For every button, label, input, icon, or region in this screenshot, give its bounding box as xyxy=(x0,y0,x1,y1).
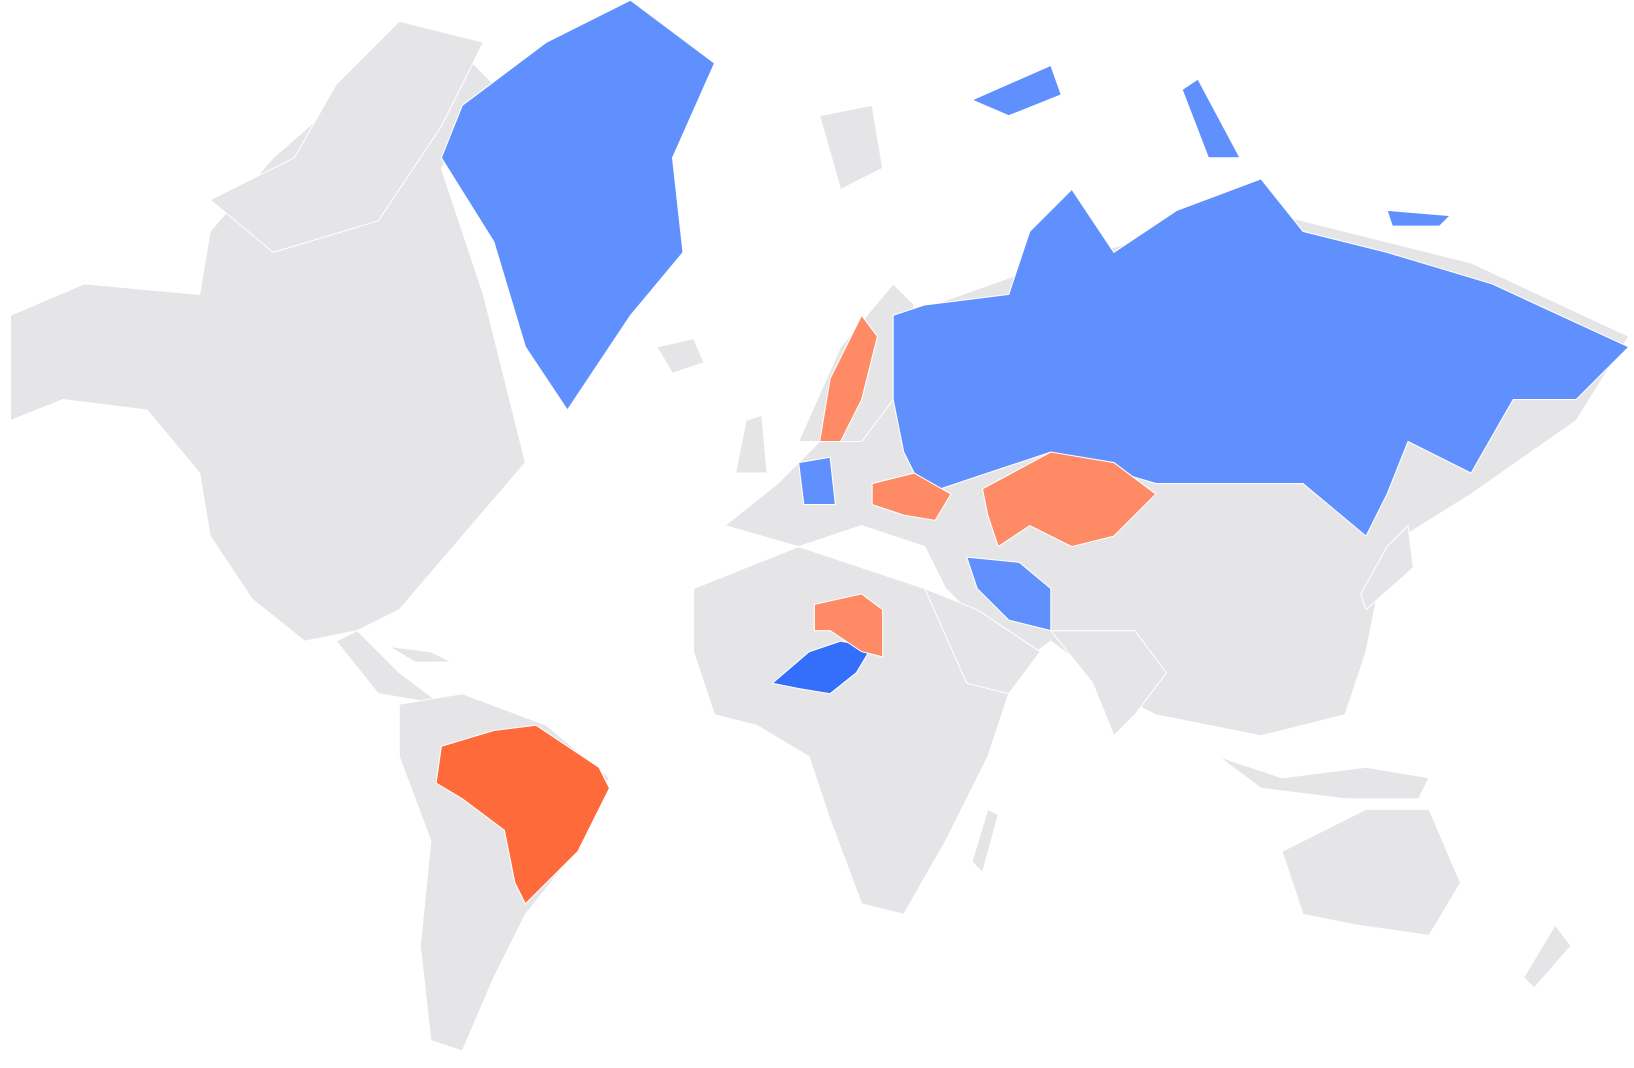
iceland xyxy=(655,337,705,374)
sweden xyxy=(819,314,878,443)
japan xyxy=(1360,524,1414,611)
north-america xyxy=(9,41,526,705)
russia-islands xyxy=(970,64,1452,227)
arctic-islands xyxy=(209,20,485,253)
brazil xyxy=(435,724,611,905)
greenland xyxy=(440,0,716,411)
libya xyxy=(813,593,884,658)
ukraine xyxy=(871,472,952,521)
highlighted-countries xyxy=(435,0,1630,905)
russia xyxy=(892,178,1630,537)
niger xyxy=(771,640,874,695)
kazakhstan xyxy=(981,451,1157,548)
svalbard xyxy=(818,104,884,191)
india xyxy=(1049,630,1168,737)
madagascar xyxy=(971,808,999,874)
iran xyxy=(965,556,1052,632)
indonesia xyxy=(1218,756,1430,800)
australia xyxy=(1281,808,1462,936)
arabia xyxy=(923,587,1042,695)
cuba xyxy=(388,645,453,663)
uk xyxy=(734,414,768,474)
new-zealand xyxy=(1523,923,1572,989)
germany xyxy=(798,456,836,506)
